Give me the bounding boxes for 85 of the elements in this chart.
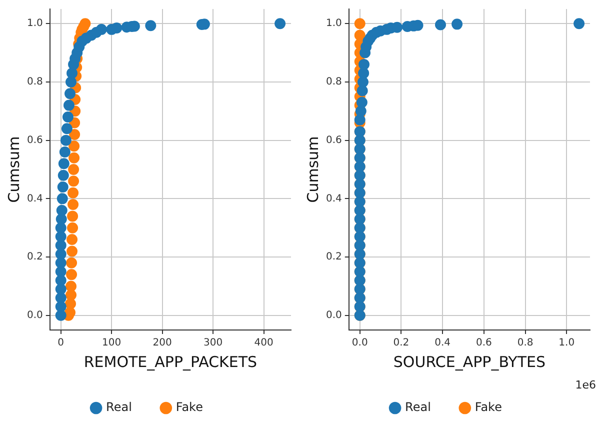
point <box>55 274 66 286</box>
point <box>55 310 66 321</box>
x-tick-label: 0.0 <box>352 338 368 349</box>
point <box>55 240 66 251</box>
point <box>56 193 68 204</box>
legend-label: Real <box>106 400 132 414</box>
x-tick-label: 200 <box>152 338 172 349</box>
point <box>55 257 66 268</box>
x-tick-label: 1.0 <box>558 338 575 349</box>
point <box>574 18 585 30</box>
point <box>145 20 156 32</box>
point <box>435 19 446 30</box>
legend-label: Fake <box>474 400 502 414</box>
point <box>55 248 66 260</box>
point <box>66 257 78 268</box>
point <box>62 111 74 122</box>
y-tick-label: 1.0 <box>326 18 342 30</box>
point <box>68 164 80 175</box>
point <box>68 152 80 164</box>
x-tick-label: 0.2 <box>393 338 410 349</box>
point <box>68 199 79 210</box>
point <box>67 210 78 222</box>
point <box>452 18 463 30</box>
point <box>96 24 107 35</box>
y-tick-label: 1.0 <box>26 18 43 30</box>
point <box>68 176 80 187</box>
point <box>66 246 78 257</box>
point <box>354 18 366 30</box>
point <box>56 204 68 216</box>
point <box>58 158 70 170</box>
point <box>66 76 77 88</box>
x-tick-label: 0.6 <box>476 338 492 349</box>
point <box>57 182 68 193</box>
point <box>66 280 77 292</box>
y-tick-label: 0.0 <box>26 310 43 322</box>
point <box>355 106 366 117</box>
point <box>111 22 122 34</box>
y-tick-label: 0.6 <box>26 134 43 146</box>
x-axis-title: REMOTE_APP_PACKETS <box>84 352 258 371</box>
y-tick-label: 0.0 <box>326 310 342 322</box>
y-tick-label: 0.8 <box>326 76 342 88</box>
x-tick-label: 400 <box>254 338 274 349</box>
point <box>56 214 67 225</box>
point <box>354 30 366 41</box>
x-axis-title: SOURCE_APP_BYTES <box>393 352 546 371</box>
y-axis-title: Cumsum <box>304 136 322 203</box>
point <box>63 100 74 111</box>
y-tick-label: 0.2 <box>326 252 342 263</box>
point <box>66 269 78 280</box>
y-axis-title: Cumsum <box>4 136 23 203</box>
point <box>55 266 66 278</box>
point <box>356 96 368 108</box>
point <box>66 68 78 79</box>
x-tick-label: 0.8 <box>517 338 534 349</box>
point <box>55 222 66 234</box>
point <box>354 114 366 126</box>
point <box>357 76 368 88</box>
x-tick-label: 100 <box>102 338 122 349</box>
y-tick-label: 0.4 <box>326 193 342 204</box>
point <box>66 234 78 246</box>
point <box>274 18 286 30</box>
point <box>68 187 79 198</box>
point <box>60 134 72 146</box>
point <box>66 289 77 300</box>
point <box>69 128 80 140</box>
point <box>55 284 66 295</box>
x-tick-label: 300 <box>204 338 223 349</box>
y-tick-label: 0.4 <box>26 193 43 204</box>
point <box>58 170 69 181</box>
y-tick-label: 0.8 <box>26 76 43 88</box>
x-tick-label: 0.4 <box>434 338 451 349</box>
x-tick-label: 0 <box>58 338 64 349</box>
point <box>67 222 78 234</box>
point <box>55 292 66 304</box>
legend-label: Real <box>405 400 431 414</box>
point <box>55 301 66 312</box>
point <box>68 140 80 152</box>
legend-label: Fake <box>176 400 203 414</box>
y-tick-label: 0.2 <box>26 252 43 263</box>
text: 1e6 <box>575 378 596 392</box>
point <box>358 58 370 70</box>
point <box>61 123 72 134</box>
y-tick-label: 0.6 <box>326 134 342 146</box>
point <box>64 88 76 100</box>
point <box>59 146 70 158</box>
